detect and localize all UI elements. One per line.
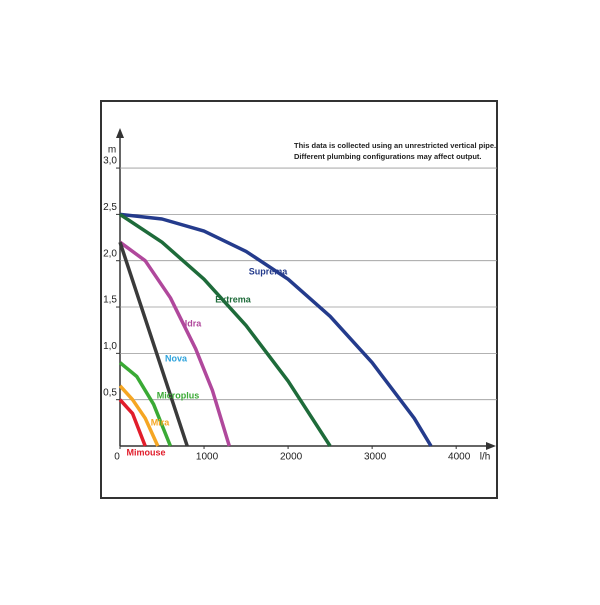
series-label: Suprema xyxy=(249,266,289,276)
y-tick-label: 0,5 xyxy=(103,387,117,398)
series-label: Mira xyxy=(151,417,171,427)
series-label: Nova xyxy=(165,353,188,363)
series-label: Microplus xyxy=(157,390,200,400)
x-tick-label: 2000 xyxy=(280,452,303,463)
x-tick-label: 1000 xyxy=(196,452,219,463)
note: This data is collected using an unrestri… xyxy=(294,141,496,150)
y-axis-label: m xyxy=(108,145,116,156)
x-axis-label: l/h xyxy=(480,452,491,463)
series-label: Extrema xyxy=(215,294,252,304)
y-tick-label: 3,0 xyxy=(103,156,117,167)
series-label: Idra xyxy=(185,318,203,328)
series-line xyxy=(118,398,147,447)
x-tick-label: 3000 xyxy=(364,452,387,463)
series-line xyxy=(118,241,189,447)
frame xyxy=(100,100,498,499)
series-line xyxy=(118,361,173,447)
note: Different plumbing configurations may af… xyxy=(294,152,482,161)
x-tick-label: 0 xyxy=(114,452,120,463)
x-arrow xyxy=(486,442,496,450)
series-line xyxy=(118,240,231,447)
y-tick-label: 2,5 xyxy=(103,202,117,213)
y-tick-label: 1,0 xyxy=(103,341,117,352)
y-arrow xyxy=(116,128,124,138)
y-tick-label: 1,5 xyxy=(103,295,117,306)
x-tick-label: 4000 xyxy=(448,452,471,463)
series-line xyxy=(118,384,160,447)
series-label: Mimouse xyxy=(126,447,165,457)
series-line xyxy=(119,212,433,447)
y-tick-label: 2,0 xyxy=(103,248,117,259)
series-line xyxy=(119,212,332,447)
